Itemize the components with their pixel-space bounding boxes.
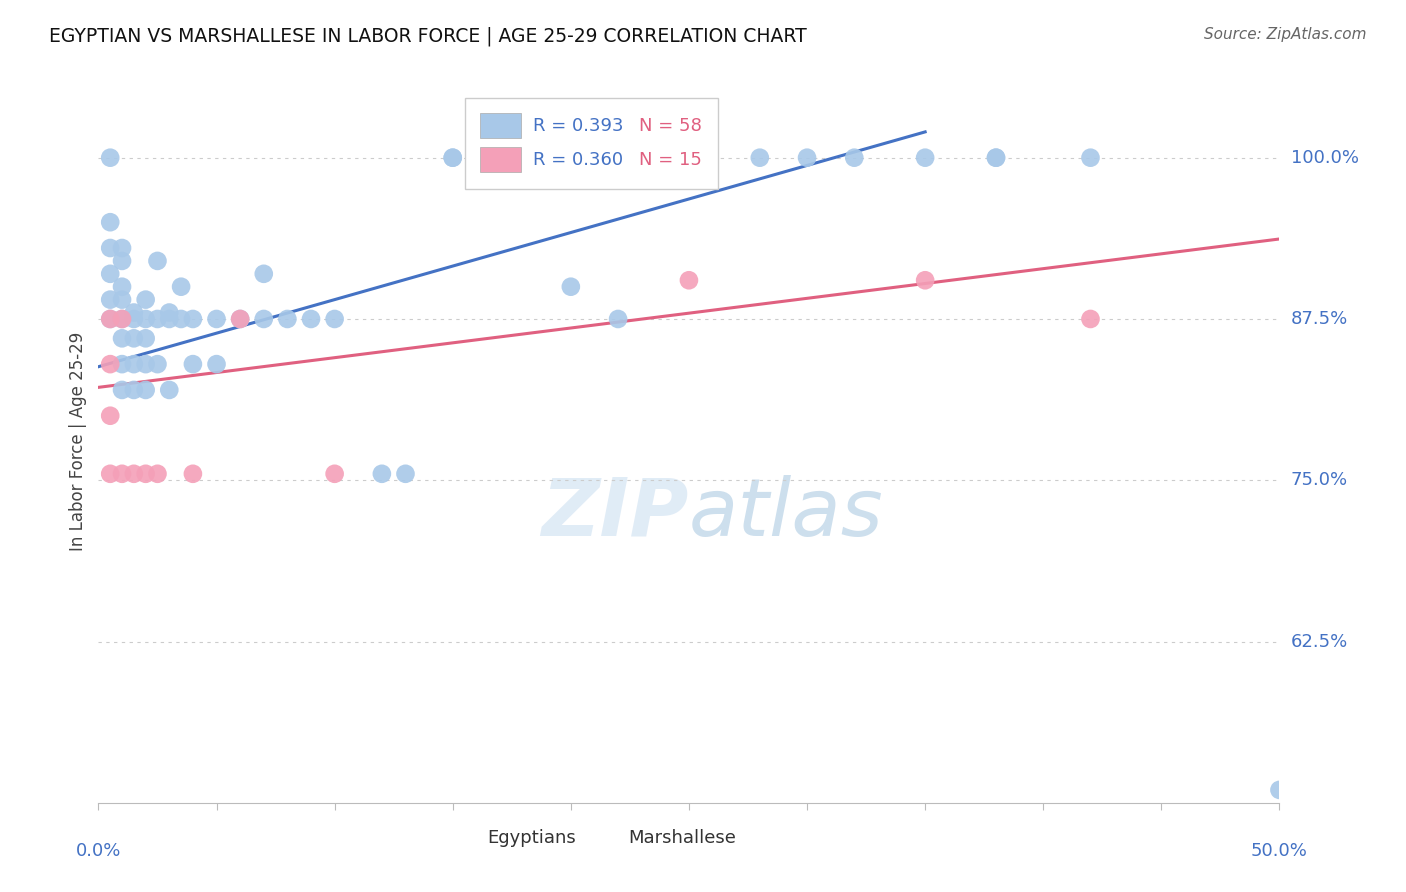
Point	[98, 293, 121, 307]
Point	[441, 151, 464, 165]
Point	[170, 279, 193, 293]
Point	[146, 312, 169, 326]
FancyBboxPatch shape	[447, 828, 479, 848]
Point	[98, 312, 121, 326]
Point	[205, 357, 228, 371]
Point	[157, 312, 180, 326]
Text: 62.5%: 62.5%	[1291, 632, 1348, 650]
Point	[371, 467, 394, 481]
Point	[914, 151, 936, 165]
FancyBboxPatch shape	[479, 147, 522, 172]
Point	[489, 151, 512, 165]
Point	[135, 383, 157, 397]
Point	[98, 357, 121, 371]
Point	[748, 151, 770, 165]
Point	[253, 312, 276, 326]
Point	[98, 467, 121, 481]
Point	[229, 312, 252, 326]
Point	[299, 312, 322, 326]
Point	[276, 312, 298, 326]
Point	[135, 467, 157, 481]
Point	[181, 467, 204, 481]
Point	[678, 273, 700, 287]
Point	[111, 357, 134, 371]
Text: N = 15: N = 15	[640, 151, 702, 169]
Point	[111, 312, 134, 326]
Point	[111, 383, 134, 397]
Point	[111, 241, 134, 255]
Point	[1268, 783, 1291, 797]
Point	[122, 357, 145, 371]
Point	[111, 467, 134, 481]
Text: Marshallese: Marshallese	[628, 830, 737, 847]
Point	[914, 273, 936, 287]
Point	[122, 305, 145, 319]
Point	[98, 215, 121, 229]
Point	[146, 357, 169, 371]
Point	[146, 467, 169, 481]
Point	[678, 151, 700, 165]
Point	[98, 409, 121, 423]
Point	[441, 151, 464, 165]
Text: 0.0%: 0.0%	[76, 842, 121, 860]
Point	[122, 331, 145, 345]
Point	[984, 151, 1007, 165]
Point	[111, 279, 134, 293]
Text: N = 58: N = 58	[640, 117, 702, 135]
Point	[98, 267, 121, 281]
Text: EGYPTIAN VS MARSHALLESE IN LABOR FORCE | AGE 25-29 CORRELATION CHART: EGYPTIAN VS MARSHALLESE IN LABOR FORCE |…	[49, 27, 807, 46]
Point	[98, 151, 121, 165]
Text: R = 0.393: R = 0.393	[533, 117, 623, 135]
Point	[1080, 151, 1102, 165]
Point	[135, 331, 157, 345]
Point	[796, 151, 818, 165]
Point	[205, 312, 228, 326]
Point	[323, 467, 346, 481]
Point	[984, 151, 1007, 165]
Point	[157, 305, 180, 319]
Point	[157, 383, 180, 397]
Point	[111, 293, 134, 307]
Point	[111, 253, 134, 268]
Point	[98, 241, 121, 255]
FancyBboxPatch shape	[589, 828, 621, 848]
FancyBboxPatch shape	[464, 98, 718, 189]
Text: 50.0%: 50.0%	[1251, 842, 1308, 860]
Point	[844, 151, 866, 165]
Text: 75.0%: 75.0%	[1291, 471, 1348, 489]
Text: Source: ZipAtlas.com: Source: ZipAtlas.com	[1204, 27, 1367, 42]
Point	[135, 357, 157, 371]
Point	[122, 383, 145, 397]
Point	[1080, 312, 1102, 326]
FancyBboxPatch shape	[479, 112, 522, 138]
Text: R = 0.360: R = 0.360	[533, 151, 623, 169]
Point	[111, 312, 134, 326]
Point	[607, 312, 630, 326]
Point	[394, 467, 416, 481]
Point	[135, 312, 157, 326]
Point	[146, 253, 169, 268]
Text: 100.0%: 100.0%	[1291, 149, 1358, 167]
Point	[111, 331, 134, 345]
Text: ZIP: ZIP	[541, 475, 689, 553]
Text: Egyptians: Egyptians	[486, 830, 575, 847]
Point	[323, 312, 346, 326]
Point	[253, 267, 276, 281]
Point	[122, 312, 145, 326]
Point	[560, 279, 582, 293]
Text: atlas: atlas	[689, 475, 884, 553]
Point	[98, 312, 121, 326]
Point	[181, 312, 204, 326]
Point	[170, 312, 193, 326]
Point	[229, 312, 252, 326]
Text: 87.5%: 87.5%	[1291, 310, 1348, 328]
Y-axis label: In Labor Force | Age 25-29: In Labor Force | Age 25-29	[69, 332, 87, 551]
Point	[122, 467, 145, 481]
Point	[135, 293, 157, 307]
Point	[181, 357, 204, 371]
